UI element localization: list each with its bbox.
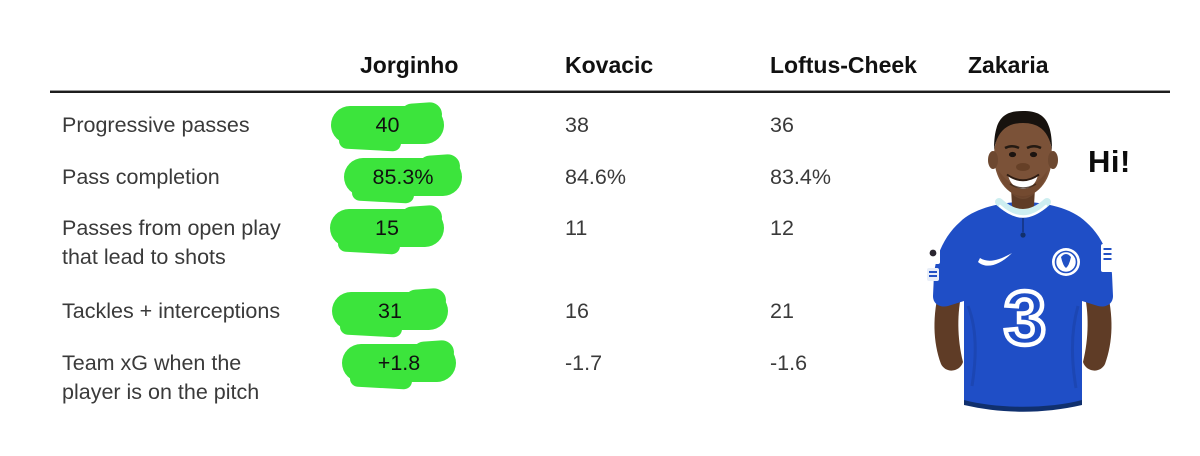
row-label: Tackles + interceptions	[62, 298, 281, 323]
stat-value-jorginho: 40	[375, 112, 400, 137]
stat-value-jorginho: 85.3%	[372, 164, 434, 189]
header-divider-line	[50, 90, 1170, 93]
stat-value-loftus-cheek: -1.6	[770, 350, 808, 375]
highlight-marker: 15	[330, 209, 444, 247]
highlight-marker: 85.3%	[344, 158, 462, 196]
column-header-jorginho: Jorginho	[360, 52, 459, 78]
stat-value-loftus-cheek: 83.4%	[770, 164, 831, 189]
shirt-sponsor-mark: 3	[1004, 276, 1046, 361]
highlight-marker: +1.8	[342, 344, 456, 382]
player-photo-zakaria: 3	[920, 106, 1120, 412]
highlight-marker: 31	[332, 292, 448, 330]
stat-value-kovacic: 16	[565, 298, 589, 323]
stat-value-loftus-cheek: 12	[770, 215, 794, 240]
row-label: Passes from open play that lead to shots	[62, 215, 281, 269]
stat-value-kovacic: 11	[565, 215, 588, 240]
column-header-kovacic: Kovacic	[565, 52, 654, 78]
stat-value-kovacic: 38	[565, 112, 589, 137]
stat-value-loftus-cheek: 21	[770, 298, 794, 323]
highlight-marker: 40	[331, 106, 444, 144]
stat-value-kovacic: 84.6%	[565, 164, 626, 189]
stat-value-loftus-cheek: 36	[770, 112, 794, 137]
zakaria-portrait: 3	[926, 111, 1114, 412]
stat-value-jorginho: 31	[378, 298, 402, 323]
stat-value-jorginho: +1.8	[377, 350, 421, 375]
column-header-zakaria: Zakaria	[968, 52, 1049, 78]
stat-value-jorginho: 15	[375, 215, 399, 240]
row-label: Team xG when the player is on the pitch	[62, 350, 260, 404]
stat-value-kovacic: -1.7	[565, 350, 603, 375]
row-label: Progressive passes	[62, 112, 250, 137]
hi-annotation: Hi!	[1088, 144, 1131, 179]
row-label: Pass completion	[62, 164, 220, 189]
column-header-loftus-cheek: Loftus-Cheek	[770, 52, 917, 78]
